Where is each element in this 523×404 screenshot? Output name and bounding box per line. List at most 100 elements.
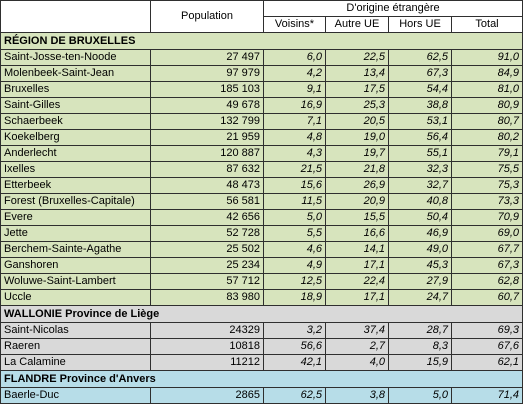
- autre-ue-cell: 15,5: [325, 209, 389, 226]
- voisins-cell: 56,6: [263, 338, 326, 355]
- table-row: Woluwe-Saint-Lambert 57 712 12,5 22,4 27,9 62…: [0, 273, 523, 290]
- voisins-cell: 4,6: [263, 241, 326, 258]
- hors-ue-cell: 8,3: [388, 338, 452, 355]
- table-row: Baerle-Duc 2865 62,5 3,8 5,0 71,4: [0, 387, 523, 404]
- header-population: Population: [150, 0, 264, 33]
- table-row: Evere 42 656 5,0 15,5 50,4 70,9: [0, 209, 523, 226]
- section-title: FLANDRE Province d'Anvers: [0, 370, 523, 388]
- population-cell: 27 497: [150, 49, 264, 66]
- voisins-cell: 11,5: [263, 193, 326, 210]
- section-header-row: WALLONIE Province de Liège: [0, 305, 523, 323]
- population-cell: 25 502: [150, 241, 264, 258]
- commune-name-cell: Uccle: [0, 289, 151, 306]
- total-cell: 75,3: [450, 177, 523, 194]
- population-cell: 83 980: [150, 289, 264, 306]
- commune-name-cell: Raeren: [0, 338, 151, 355]
- population-cell: 11212: [150, 354, 264, 371]
- total-cell: 75,5: [450, 161, 523, 178]
- commune-name-cell: Saint-Josse-ten-Noode: [0, 49, 151, 66]
- table-row: Ixelles 87 632 21,5 21,8 32,3 75,5: [0, 161, 523, 178]
- table-row: Raeren 10818 56,6 2,7 8,3 67,6: [0, 338, 523, 355]
- population-cell: 132 799: [150, 113, 264, 130]
- autre-ue-cell: 19,0: [325, 129, 389, 146]
- section-title: WALLONIE Province de Liège: [0, 305, 523, 323]
- autre-ue-cell: 16,6: [325, 225, 389, 242]
- commune-name-cell: Ixelles: [0, 161, 151, 178]
- hors-ue-cell: 24,7: [388, 289, 452, 306]
- population-cell: 56 581: [150, 193, 264, 210]
- total-cell: 80,7: [450, 113, 523, 130]
- commune-name-cell: Anderlecht: [0, 145, 151, 162]
- table-row: Etterbeek 48 473 15,6 26,9 32,7 75,3: [0, 177, 523, 194]
- autre-ue-cell: 21,8: [325, 161, 389, 178]
- population-cell: 48 473: [150, 177, 264, 194]
- population-cell: 42 656: [150, 209, 264, 226]
- commune-name-cell: Evere: [0, 209, 151, 226]
- autre-ue-cell: 26,9: [325, 177, 389, 194]
- hors-ue-cell: 28,7: [388, 322, 452, 339]
- total-cell: 62,8: [450, 273, 523, 290]
- total-cell: 91,0: [450, 49, 523, 66]
- autre-ue-cell: 4,0: [325, 354, 389, 371]
- voisins-cell: 15,6: [263, 177, 326, 194]
- population-cell: 87 632: [150, 161, 264, 178]
- hors-ue-cell: 32,7: [388, 177, 452, 194]
- population-cell: 2865: [150, 387, 264, 404]
- population-cell: 25 234: [150, 257, 264, 274]
- header-voisins: Voisins*: [263, 16, 326, 33]
- hors-ue-cell: 56,4: [388, 129, 452, 146]
- commune-name-cell: Berchem-Sainte-Agathe: [0, 241, 151, 258]
- population-cell: 52 728: [150, 225, 264, 242]
- voisins-cell: 4,8: [263, 129, 326, 146]
- commune-name-cell: Saint-Nicolas: [0, 322, 151, 339]
- total-cell: 79,1: [450, 145, 523, 162]
- commune-name-cell: Baerle-Duc: [0, 387, 151, 404]
- hors-ue-cell: 40,8: [388, 193, 452, 210]
- total-cell: 69,0: [450, 225, 523, 242]
- hors-ue-cell: 54,4: [388, 81, 452, 98]
- commune-name-cell: Forest (Bruxelles-Capitale): [0, 193, 151, 210]
- hors-ue-cell: 53,1: [388, 113, 452, 130]
- table-row: Schaerbeek 132 799 7,1 20,5 53,1 80,7: [0, 113, 523, 130]
- commune-name-cell: Saint-Gilles: [0, 97, 151, 114]
- autre-ue-cell: 17,1: [325, 289, 389, 306]
- hors-ue-cell: 46,9: [388, 225, 452, 242]
- voisins-cell: 16,9: [263, 97, 326, 114]
- total-cell: 67,3: [450, 257, 523, 274]
- total-cell: 73,3: [450, 193, 523, 210]
- population-cell: 49 678: [150, 97, 264, 114]
- table-row: La Calamine 11212 42,1 4,0 15,9 62,1: [0, 354, 523, 371]
- voisins-cell: 4,2: [263, 65, 326, 82]
- commune-name-cell: Schaerbeek: [0, 113, 151, 130]
- total-cell: 67,7: [450, 241, 523, 258]
- voisins-cell: 18,9: [263, 289, 326, 306]
- total-cell: 84,9: [450, 65, 523, 82]
- autre-ue-cell: 3,8: [325, 387, 389, 404]
- hors-ue-cell: 45,3: [388, 257, 452, 274]
- section-header-row: FLANDRE Province d'Anvers: [0, 370, 523, 388]
- table-row: Bruxelles 185 103 9,1 17,5 54,4 81,0: [0, 81, 523, 98]
- autre-ue-cell: 20,9: [325, 193, 389, 210]
- autre-ue-cell: 13,4: [325, 65, 389, 82]
- population-cell: 120 887: [150, 145, 264, 162]
- autre-ue-cell: 20,5: [325, 113, 389, 130]
- hors-ue-cell: 67,3: [388, 65, 452, 82]
- population-cell: 57 712: [150, 273, 264, 290]
- total-cell: 62,1: [450, 354, 523, 371]
- population-cell: 97 979: [150, 65, 264, 82]
- table-row: Anderlecht 120 887 4,3 19,7 55,1 79,1: [0, 145, 523, 162]
- total-cell: 70,9: [450, 209, 523, 226]
- commune-name-cell: Ganshoren: [0, 257, 151, 274]
- header-origin-group: D'origine étrangère: [262, 0, 523, 17]
- voisins-cell: 3,2: [263, 322, 326, 339]
- voisins-cell: 4,9: [263, 257, 326, 274]
- autre-ue-cell: 14,1: [325, 241, 389, 258]
- header-total: Total: [450, 16, 523, 33]
- voisins-cell: 5,0: [263, 209, 326, 226]
- voisins-cell: 21,5: [263, 161, 326, 178]
- total-cell: 67,6: [450, 338, 523, 355]
- voisins-cell: 5,5: [263, 225, 326, 242]
- hors-ue-cell: 62,5: [388, 49, 452, 66]
- header-autre-ue: Autre UE: [325, 16, 389, 33]
- voisins-cell: 12,5: [263, 273, 326, 290]
